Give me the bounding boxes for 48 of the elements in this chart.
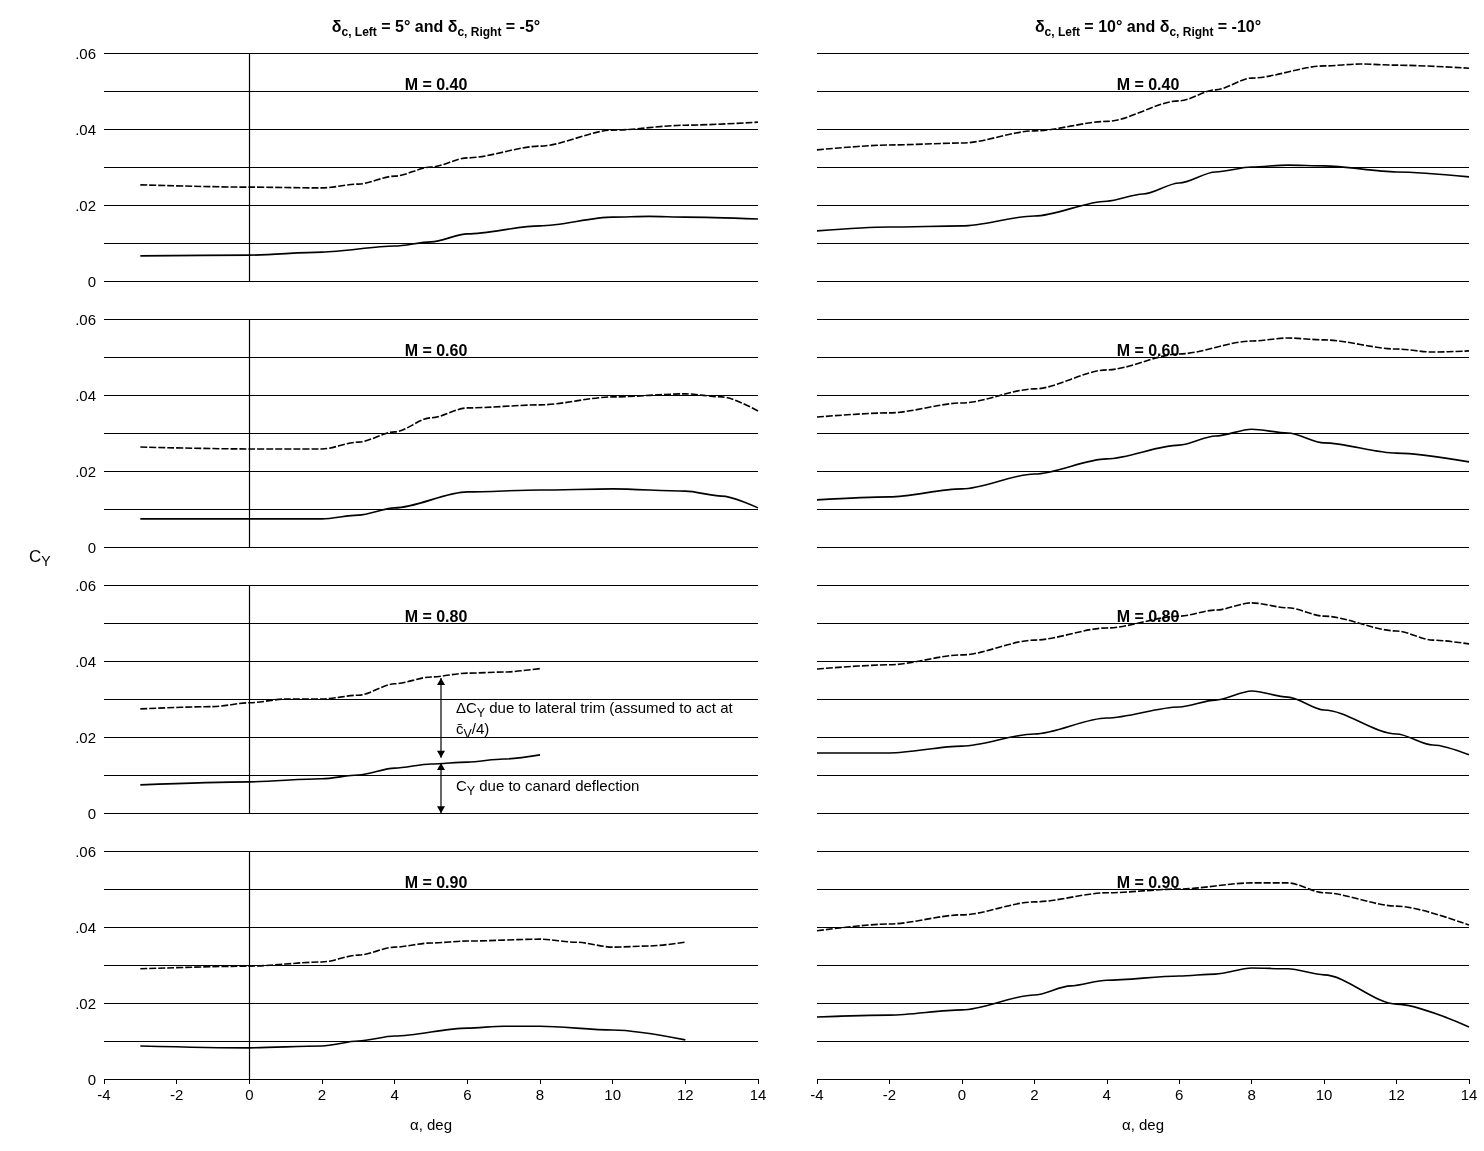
text: M = 0.80 bbox=[404, 607, 468, 625]
y-tick-label: .06 bbox=[75, 842, 96, 860]
x-tick-label: 10 bbox=[1315, 1086, 1333, 1103]
x-tick-label: 4 bbox=[1102, 1086, 1111, 1103]
y-tick-label: .02 bbox=[75, 728, 96, 746]
y-tick-label: 0 bbox=[87, 272, 96, 290]
x-tick-label: -2 bbox=[169, 1086, 184, 1103]
y-axis-title: C$_{Y}$ bbox=[29, 547, 51, 570]
x-tick-label: 2 bbox=[1030, 1086, 1039, 1103]
x-tick-label: 14 bbox=[1460, 1086, 1478, 1103]
y-tick-label: .02 bbox=[75, 994, 96, 1012]
y-tick-label: .06 bbox=[75, 44, 96, 62]
x-tick-label: 2 bbox=[317, 1086, 327, 1103]
x-tick-label: -2 bbox=[882, 1086, 897, 1103]
y-tick-label: .04 bbox=[75, 652, 96, 670]
x-tick-label: 8 bbox=[1247, 1086, 1256, 1103]
y-tick-label: 0 bbox=[87, 1070, 96, 1088]
y-tick-label: .04 bbox=[75, 386, 96, 404]
x-tick-label: 12 bbox=[1388, 1086, 1405, 1103]
y-tick-label: .04 bbox=[75, 120, 96, 138]
y-tick-label: .06 bbox=[75, 576, 96, 594]
text: M = 0.60 bbox=[1116, 341, 1180, 359]
x-tick-label: 10 bbox=[604, 1086, 622, 1103]
annotation: C$_{Y}$ due to canard deflection bbox=[454, 776, 641, 799]
text: M = 0.40 bbox=[1116, 75, 1180, 93]
y-tick-label: .02 bbox=[75, 196, 96, 214]
x-tick-label: 8 bbox=[535, 1086, 545, 1103]
y-tick-label: .04 bbox=[75, 918, 96, 936]
x-tick-label: 4 bbox=[390, 1086, 399, 1103]
text: M = 0.90 bbox=[1116, 873, 1180, 891]
y-tick-label: .02 bbox=[75, 462, 96, 480]
x-tick-label: 0 bbox=[957, 1086, 967, 1103]
text: M = 0.90 bbox=[404, 873, 468, 891]
text: ΔC$_{Y}$ due to lateral trim (assumed to act at c̄$_{V}$/4) bbox=[455, 698, 733, 741]
x-tick-label: -4 bbox=[97, 1086, 111, 1103]
y-tick-label: .06 bbox=[75, 310, 96, 328]
x-tick-label: 12 bbox=[676, 1086, 694, 1103]
x-tick-label: 6 bbox=[463, 1086, 472, 1103]
x-tick-label: 6 bbox=[1175, 1086, 1184, 1103]
y-tick-label: 0 bbox=[87, 538, 96, 556]
x-tick-label: 14 bbox=[749, 1086, 767, 1103]
y-tick-label: 0 bbox=[87, 804, 96, 822]
x-tick-label: 0 bbox=[245, 1086, 254, 1103]
text: M = 0.60 bbox=[404, 341, 468, 359]
x-tick-label: -4 bbox=[810, 1086, 824, 1103]
x-axis-title: α, deg bbox=[1121, 1116, 1165, 1133]
x-axis-title: α, deg bbox=[409, 1116, 453, 1133]
text: M = 0.40 bbox=[404, 75, 468, 93]
